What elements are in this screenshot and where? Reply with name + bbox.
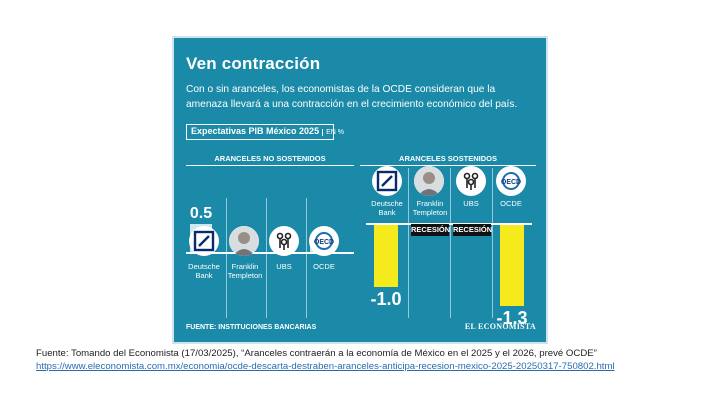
group-label-sostenidos: ARANCELES SOSTENIDOS [360,154,536,166]
franklin-portrait-icon [229,226,259,256]
franklin-templeton-logo [414,166,444,196]
bank-name-no-franklin: Franklin Templeton [227,262,263,280]
expectations-box: Expectativas PIB México 2025 EN % [186,124,344,140]
caption-link[interactable]: https://www.eleconomista.com.mx/economia… [36,360,615,372]
divider [306,198,307,318]
ubs-keys-icon [463,172,479,190]
deutsche-bank-icon [193,230,215,252]
divider [408,168,409,318]
bank-name-yes-deutsche: Deutsche Bank [371,199,403,217]
franklin-templeton-logo [229,226,259,256]
franklin-portrait-icon [414,166,444,196]
caption: Fuente: Tomando del Economista (17/03/20… [36,348,686,373]
bank-name-no-ocde: OCDE [313,262,335,271]
value-label-yes-deutsche: -1.0 [370,289,402,309]
value-label-yes-ocde: -1.3 [496,307,528,328]
bank-name-no-deutsche: Deutsche Bank [188,262,220,280]
deutsche-bank-logo [372,166,402,196]
ubs-keys-icon [276,232,292,250]
divider [450,168,451,318]
baseline-left [186,252,354,254]
bar-yes-deutsche [374,225,398,287]
infographic-subtitle: Con o sin aranceles, los economistas de … [186,84,518,110]
bank-name-yes-ocde: OCDE [500,199,522,208]
oecd-icon: OECD [501,172,521,190]
recesion-badge-franklin: RECESIÓN [411,224,451,236]
divider [266,198,267,318]
recesion-badge-ubs: RECESIÓN [453,224,493,236]
oecd-icon: OECD [314,232,334,250]
deutsche-bank-logo [189,226,219,256]
group-label-no-sostenidos: ARANCELES NO SOSTENIDOS [186,154,354,166]
source-label: FUENTE: INSTITUCIONES BANCARIAS [186,324,317,331]
ubs-logo [269,226,299,256]
bar-yes-ocde [500,225,524,306]
baseline-right [366,223,532,225]
oecd-logo: OECD [496,166,526,196]
unit-label: EN % [322,129,344,136]
bank-name-no-ubs: UBS [276,262,292,271]
divider [226,198,227,318]
bank-name-yes-ubs: UBS [463,199,479,208]
deutsche-bank-icon [376,170,398,192]
divider [492,168,493,318]
bank-name-yes-franklin: Franklin Templeton [412,199,448,217]
infographic-title: Ven contracción [186,54,321,73]
ubs-logo [456,166,486,196]
svg-text:OECD: OECD [501,179,521,186]
expectations-label: Expectativas PIB México 2025 [191,126,320,136]
brand-logo: EL ECONOMISTA [464,322,536,331]
value-label-no-deutsche: 0.5 [189,205,213,222]
caption-text: Fuente: Tomando del Economista (17/03/20… [36,348,597,359]
svg-text:OECD: OECD [314,239,334,246]
oecd-logo: OECD [309,226,339,256]
infographic-panel: Ven contracción Con o sin aranceles, los… [172,36,548,344]
